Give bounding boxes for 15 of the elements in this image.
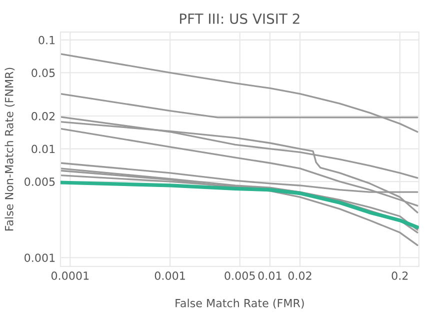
y-tick-label: 0.1 <box>38 36 55 44</box>
y-tick-label: 0.001 <box>24 254 55 262</box>
y-tick-label: 0.01 <box>32 144 55 154</box>
x-axis-title: False Match Rate (FMR) <box>176 298 304 309</box>
chart-title: PFT III: US VISIT 2 <box>180 13 300 24</box>
y-tick-label: 0.05 <box>32 68 55 78</box>
x-tick-label: 0.01 <box>258 271 282 280</box>
y-axis-title: False Non-Match Rate (FNMR) <box>4 68 15 231</box>
x-tick-label: 0.02 <box>288 271 312 280</box>
x-tick-label: 0.001 <box>154 271 185 280</box>
y-tick-label: 0.005 <box>24 178 55 186</box>
x-tick-label: 0.0001 <box>51 271 89 280</box>
x-tick-label: 0.2 <box>392 271 408 280</box>
y-tick-label: 0.02 <box>32 112 55 120</box>
x-tick-label: 0.005 <box>224 271 255 280</box>
